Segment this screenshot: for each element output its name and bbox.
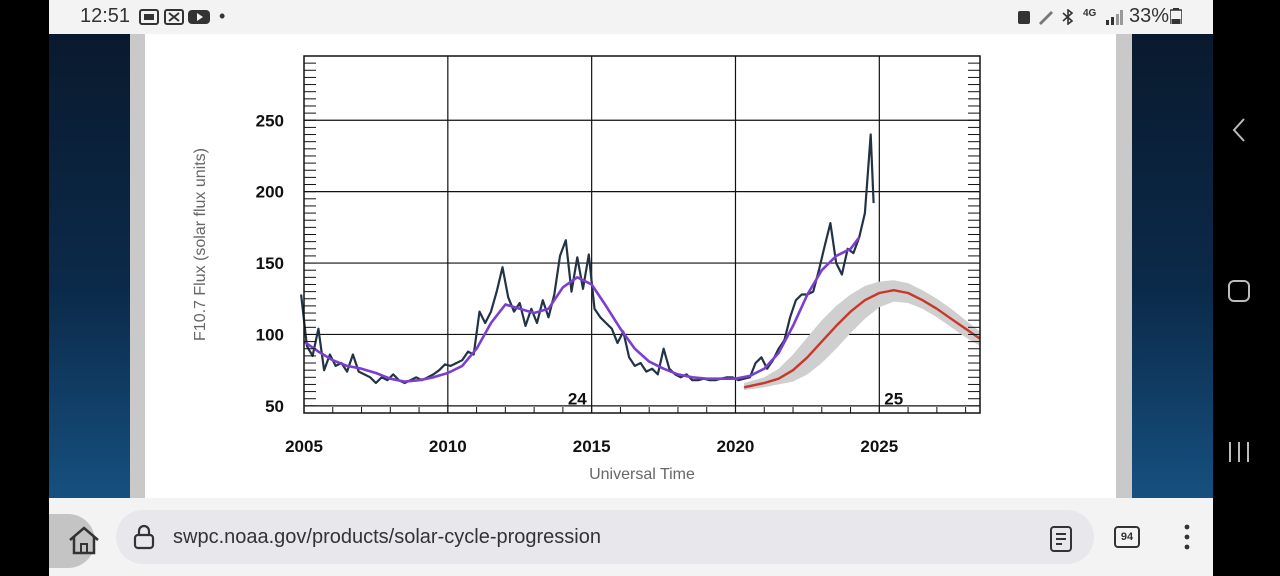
x-tick-label: 2020 — [717, 437, 755, 456]
y-tick-label: 150 — [256, 254, 284, 273]
tabs-count-button[interactable]: 94 — [1114, 526, 1140, 548]
chart-panel: 2005 2010 2015 2020 2025 50 100 150 200 250 24 25 F… — [145, 34, 1116, 498]
tick-layer: 2005 2010 2015 2020 2025 50 100 150 200 250 24 25 — [256, 55, 980, 456]
browser-toolbar: swpc.noaa.gov/products/solar-cycle-progr… — [49, 498, 1213, 576]
x-axis-label: Universal Time — [589, 466, 695, 483]
series-line-observed — [300, 133, 875, 385]
back-nav-button[interactable] — [1230, 116, 1250, 144]
network-type-label: 4G — [1083, 8, 1097, 19]
pen-icon — [1039, 11, 1053, 25]
signal-icon — [1106, 10, 1123, 25]
prediction-band-layer — [744, 280, 980, 391]
bluetooth-icon — [1062, 9, 1074, 25]
prediction-band — [744, 280, 980, 391]
home-nav-button[interactable] — [1226, 278, 1252, 304]
page-margin-left — [130, 34, 145, 498]
recents-nav-button[interactable] — [1226, 440, 1252, 464]
x-tick-label: 2015 — [573, 437, 611, 456]
x-tick-label: 2025 — [860, 437, 898, 456]
left-black-edge — [0, 0, 49, 576]
series-layer — [300, 133, 981, 389]
system-nav-bar — [1213, 0, 1280, 576]
url-text: swpc.noaa.gov/products/solar-cycle-progr… — [173, 526, 601, 548]
cycle-label-25: 25 — [884, 390, 903, 409]
battery-saver-icon — [1018, 11, 1030, 24]
youtube-icon — [188, 10, 210, 24]
chart-grid — [304, 56, 980, 413]
status-more-dot: • — [219, 6, 226, 26]
lock-icon — [133, 524, 155, 550]
status-time: 12:51 — [80, 5, 131, 27]
x-tick-label: 2010 — [429, 437, 467, 456]
y-tick-label: 250 — [256, 111, 284, 130]
plot-frame — [303, 55, 981, 414]
more-menu-icon[interactable] — [1182, 523, 1192, 551]
x-tick-label: 2005 — [285, 437, 323, 456]
notification-app-icon-2 — [164, 9, 184, 25]
y-tick-label: 50 — [265, 397, 284, 416]
web-content: 2005 2010 2015 2020 2025 50 100 150 200 250 24 25 F… — [49, 34, 1213, 498]
battery-percent: 33% — [1129, 5, 1170, 27]
y-tick-label: 100 — [256, 325, 284, 344]
series-line-predicted — [743, 289, 981, 389]
page-margin-right — [1116, 34, 1132, 498]
y-tick-label: 200 — [256, 183, 284, 202]
reader-mode-icon[interactable] — [1049, 526, 1073, 552]
status-bar: 12:51 • 4G 33% — [49, 0, 1213, 34]
series-line-smoothed — [303, 236, 861, 383]
browser-home-button[interactable] — [49, 514, 99, 568]
y-axis-label: F10.7 Flux (solar flux units) — [192, 148, 209, 341]
home-icon — [69, 526, 99, 555]
solar-cycle-chart: 2005 2010 2015 2020 2025 50 100 150 200 250 24 25 F… — [192, 55, 981, 483]
battery-icon — [1170, 8, 1182, 24]
cycle-label-24: 24 — [568, 390, 587, 409]
notification-app-icon — [139, 9, 159, 25]
address-bar[interactable]: swpc.noaa.gov/products/solar-cycle-progr… — [116, 510, 1094, 564]
